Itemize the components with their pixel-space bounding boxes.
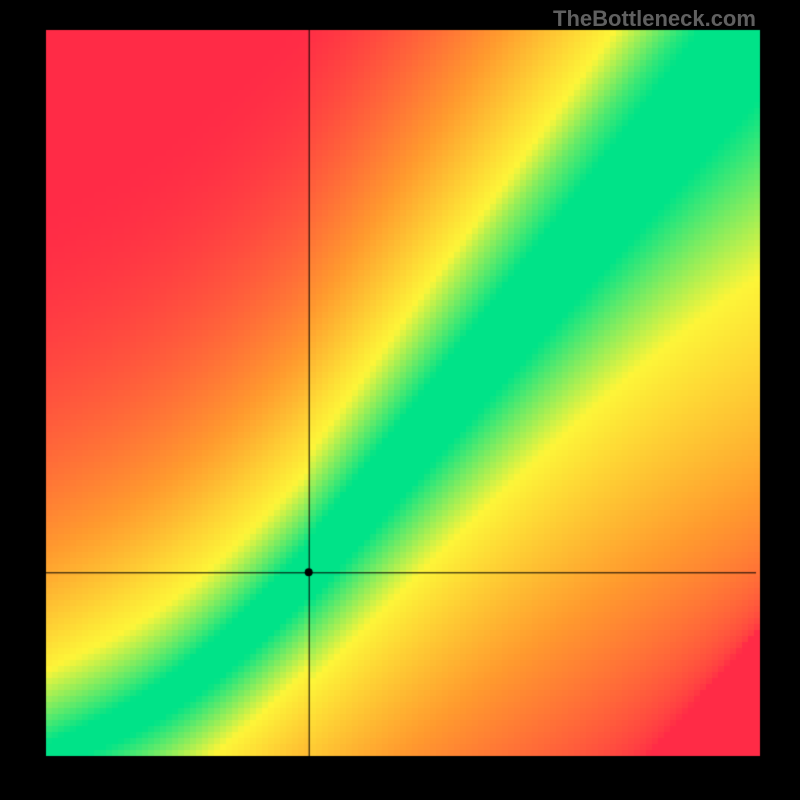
chart-container: TheBottleneck.com	[0, 0, 800, 800]
watermark-text: TheBottleneck.com	[553, 6, 756, 32]
heatmap-canvas	[0, 0, 800, 800]
